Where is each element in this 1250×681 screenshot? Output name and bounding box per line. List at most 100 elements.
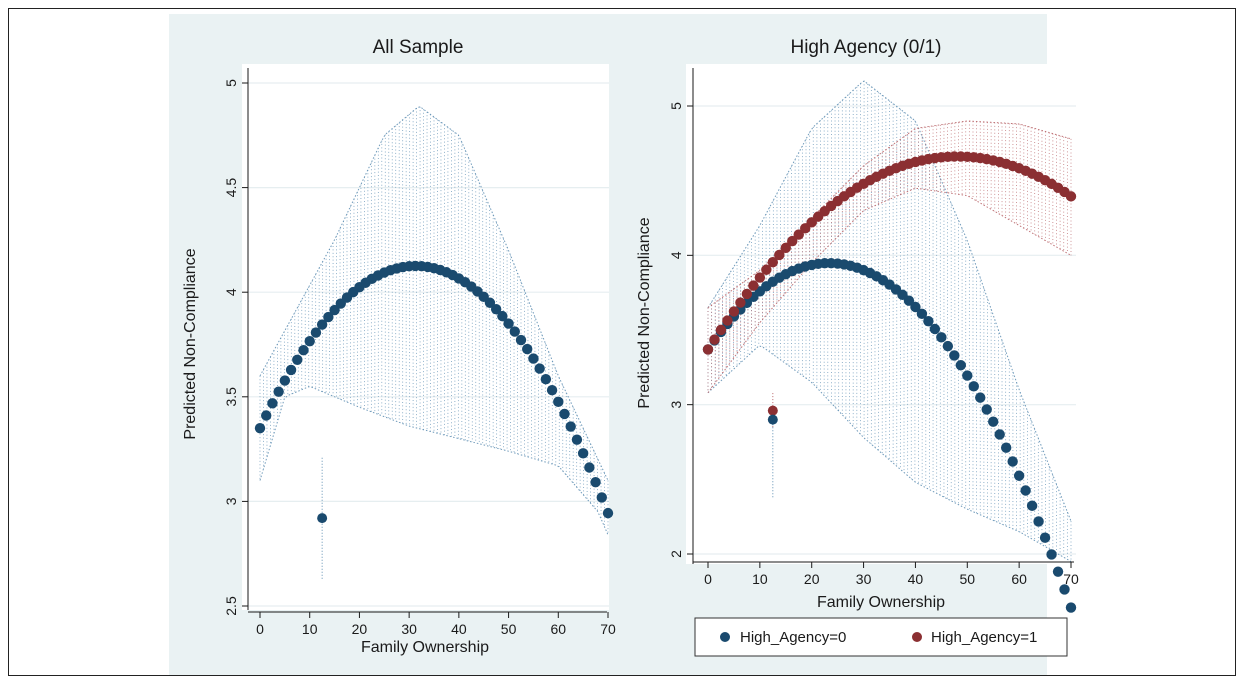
data-point xyxy=(709,334,720,345)
data-point xyxy=(1039,532,1051,543)
data-point xyxy=(942,340,954,352)
x-axis-title: Family Ownership xyxy=(817,594,945,611)
panel-title: High Agency (0/1) xyxy=(790,37,941,58)
data-point xyxy=(715,324,727,336)
x-tick-label: 20 xyxy=(804,571,820,587)
data-point xyxy=(316,319,328,330)
x-tick-label: 70 xyxy=(600,621,616,637)
x-tick-label: 30 xyxy=(856,571,872,587)
data-point xyxy=(910,301,921,313)
x-axis-title: Family Ownership xyxy=(361,639,489,656)
data-point xyxy=(553,396,564,408)
figure-frame: All Sample 0 10 20 30 40 50 60 70 2.5 3 3.5 4 4.5 5 … xyxy=(8,8,1236,676)
reference-points xyxy=(767,392,778,498)
data-point xyxy=(559,408,570,420)
x-axis: 0 10 20 30 40 50 60 70 xyxy=(248,611,616,637)
data-point xyxy=(329,304,340,316)
legend: High_Agency=0 High_Agency=1 xyxy=(694,617,1068,657)
y-axis: 2 3 4 5 xyxy=(668,68,694,564)
data-point xyxy=(540,373,552,385)
data-point xyxy=(767,256,779,268)
data-point xyxy=(602,507,614,519)
data-point xyxy=(735,297,746,308)
data-point xyxy=(1007,456,1018,467)
data-point xyxy=(577,448,589,459)
x-tick-label: 60 xyxy=(1011,571,1027,587)
data-point xyxy=(962,370,973,381)
data-point xyxy=(292,354,303,366)
x-tick-label: 0 xyxy=(256,621,264,637)
data-point xyxy=(728,306,740,317)
data-point xyxy=(936,332,947,343)
data-point xyxy=(298,345,309,356)
series-1-markers xyxy=(702,151,1077,355)
series-markers xyxy=(254,260,614,519)
data-point xyxy=(522,343,533,355)
data-point xyxy=(254,422,266,434)
legend-box xyxy=(694,617,1068,657)
legend-marker-series-1 xyxy=(912,632,922,642)
data-point xyxy=(903,295,915,306)
data-point xyxy=(1026,500,1038,511)
data-point xyxy=(994,429,1005,440)
y-tick-label: 5 xyxy=(668,102,684,110)
data-point xyxy=(497,310,508,322)
data-point xyxy=(988,416,999,427)
x-tick-label: 50 xyxy=(501,621,517,637)
point-estimate xyxy=(317,513,328,524)
series-0-markers xyxy=(254,260,614,519)
confidence-band-series-0 xyxy=(259,106,609,536)
data-point xyxy=(1020,485,1031,496)
data-point xyxy=(975,392,986,403)
data-point xyxy=(571,434,583,445)
data-point xyxy=(923,315,934,327)
data-point xyxy=(1033,516,1044,527)
point-estimate xyxy=(767,414,778,425)
y-tick-label: 2 xyxy=(668,550,684,558)
data-point xyxy=(702,344,714,355)
x-tick-label: 40 xyxy=(451,621,467,637)
x-tick-label: 0 xyxy=(704,571,712,587)
data-point xyxy=(285,364,297,376)
panel-title: All Sample xyxy=(373,37,464,58)
data-point xyxy=(916,308,928,320)
data-point xyxy=(590,476,601,488)
grid-lines xyxy=(693,105,1076,555)
data-point xyxy=(754,272,766,283)
figure-canvas: All Sample 0 10 20 30 40 50 60 70 2.533.544.55 … xyxy=(169,14,1079,675)
data-point xyxy=(1013,470,1025,481)
data-point xyxy=(565,421,576,432)
legend-entry-high-agency-1: High_Agency=1 xyxy=(912,629,1037,646)
data-point xyxy=(279,375,291,386)
data-point xyxy=(981,404,992,415)
data-point xyxy=(528,353,539,364)
data-point xyxy=(1059,584,1070,595)
series-markers xyxy=(702,151,1077,613)
data-point xyxy=(261,410,272,421)
data-point xyxy=(310,327,322,338)
x-tick-label: 10 xyxy=(302,621,318,637)
data-point xyxy=(748,280,759,291)
legend-label-series-1: High_Agency=1 xyxy=(931,629,1037,646)
confidence-band xyxy=(259,106,609,536)
data-point xyxy=(774,249,785,261)
data-point xyxy=(793,229,804,240)
data-point xyxy=(323,311,334,323)
x-tick-label: 70 xyxy=(1063,571,1079,587)
data-point xyxy=(584,462,595,473)
x-axis: 0 10 20 30 40 50 60 70 xyxy=(693,561,1079,587)
plot-area xyxy=(242,64,609,610)
panel-all-sample: All Sample 0 10 20 30 40 50 60 70 2.533.544.55 … xyxy=(182,37,616,656)
data-point xyxy=(534,363,545,374)
x-tick-label: 30 xyxy=(401,621,417,637)
reference-point xyxy=(317,457,328,579)
data-point xyxy=(509,326,520,337)
data-point xyxy=(1065,191,1077,202)
data-point xyxy=(1000,442,1012,453)
data-point xyxy=(273,386,284,397)
legend-marker-series-0 xyxy=(720,632,730,642)
y-tick-label: 3 xyxy=(223,497,239,505)
data-point xyxy=(267,398,278,409)
plot-area xyxy=(686,64,1076,564)
legend-entry-high-agency-0: High_Agency=0 xyxy=(720,629,846,646)
